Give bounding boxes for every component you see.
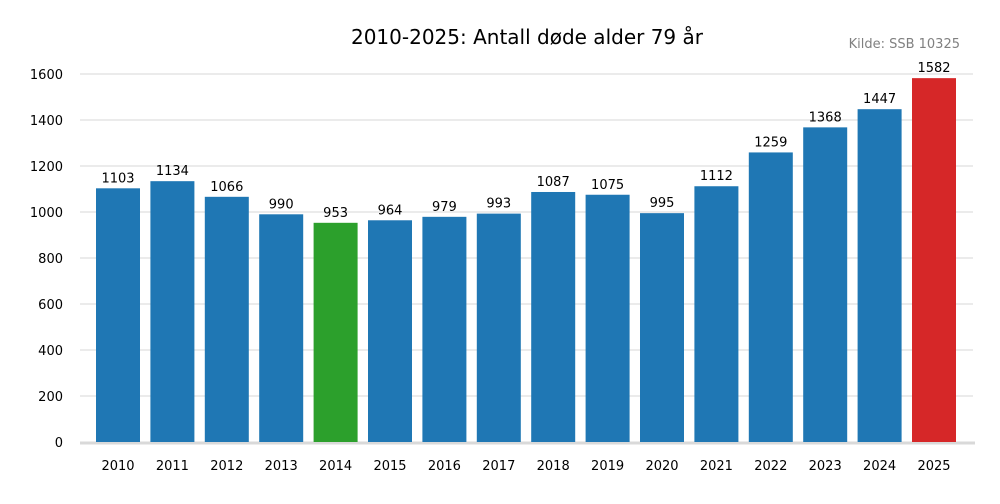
y-tick-label: 1600: [30, 68, 63, 83]
data-label-2012: 1066: [210, 180, 243, 195]
data-label-2021: 1112: [700, 169, 733, 184]
source-label: Kilde: SSB 10325: [849, 37, 960, 52]
bar-2020: [640, 213, 684, 442]
x-tick-label-2023: 2023: [809, 459, 842, 474]
bar-2019: [585, 194, 630, 442]
y-tick-label: 400: [38, 344, 63, 359]
data-label-2019: 1075: [591, 178, 624, 193]
bar-2016: [422, 216, 467, 442]
bar-2018: [531, 191, 576, 442]
bar-2021: [694, 186, 739, 442]
y-tick-label: 1400: [30, 114, 63, 129]
data-label-2024: 1447: [863, 92, 896, 107]
bar-2014: [313, 222, 358, 442]
x-tick-label-2013: 2013: [265, 459, 298, 474]
y-tick-label: 0: [55, 436, 63, 451]
data-label-2014: 953: [323, 206, 348, 221]
data-label-2013: 990: [269, 197, 294, 212]
x-tick-label-2024: 2024: [863, 459, 896, 474]
y-tick-label: 200: [38, 390, 63, 405]
x-tick-label-2014: 2014: [319, 459, 352, 474]
x-tick-label-2012: 2012: [210, 459, 243, 474]
x-tick-label-2020: 2020: [645, 459, 678, 474]
y-tick-label: 600: [38, 298, 63, 313]
bar-2023: [803, 127, 848, 443]
y-tick-label: 1000: [30, 206, 63, 221]
data-label-2015: 964: [378, 203, 403, 218]
data-label-2016: 979: [432, 200, 457, 215]
chart-title: 2010-2025: Antall døde alder 79 år: [351, 25, 704, 49]
x-tick-label-2019: 2019: [591, 459, 624, 474]
data-label-2017: 993: [486, 197, 511, 212]
bar-2013: [259, 214, 304, 442]
x-tick-label-2017: 2017: [482, 459, 515, 474]
y-tick-label: 800: [38, 252, 63, 267]
bar-2010: [96, 188, 140, 442]
data-label-2018: 1087: [537, 175, 570, 190]
bar-2025: [912, 78, 956, 442]
data-label-2010: 1103: [101, 171, 134, 186]
bar-2017: [476, 213, 521, 442]
data-label-2025: 1582: [917, 61, 950, 76]
x-tick-label-2016: 2016: [428, 459, 461, 474]
data-label-2020: 995: [650, 196, 675, 211]
x-tick-label-2022: 2022: [754, 459, 787, 474]
bar-2024: [857, 109, 902, 442]
bar-2011: [150, 181, 195, 442]
data-label-2023: 1368: [809, 110, 842, 125]
x-tick-label-2015: 2015: [373, 459, 406, 474]
x-tick-label-2025: 2025: [917, 459, 950, 474]
bar-2015: [368, 220, 412, 442]
x-tick-label-2018: 2018: [537, 459, 570, 474]
data-label-2022: 1259: [754, 135, 787, 150]
y-tick-label: 1200: [30, 160, 63, 175]
bar-2012: [204, 196, 249, 442]
x-tick-label-2011: 2011: [156, 459, 189, 474]
x-tick-label-2010: 2010: [101, 459, 134, 474]
x-tick-label-2021: 2021: [700, 459, 733, 474]
bar-2022: [748, 152, 793, 442]
data-label-2011: 1134: [156, 164, 189, 179]
